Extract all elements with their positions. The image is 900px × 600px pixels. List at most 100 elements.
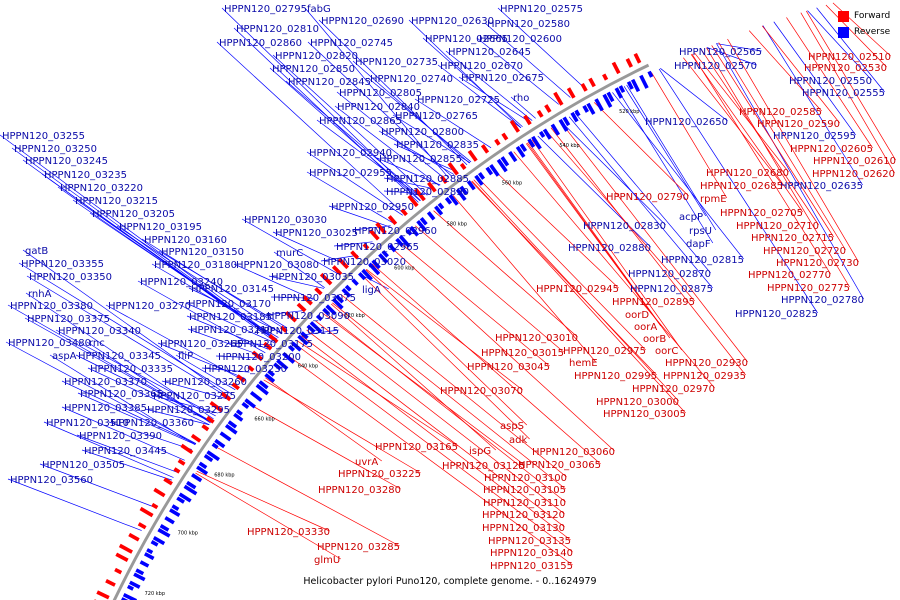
reverse-gene-block: [519, 143, 528, 153]
leader-line: [306, 171, 394, 224]
reverse-gene-block: [244, 398, 257, 409]
reverse-gene-block: [466, 180, 476, 191]
leader-line: [294, 343, 573, 553]
leader-line: [718, 42, 846, 251]
reverse-gene-label: HPPN120_02780: [781, 295, 864, 306]
reverse-gene-block: [186, 480, 197, 490]
forward-gene-block: [314, 287, 323, 296]
kbp-tick-label: 620 kbp: [344, 313, 364, 319]
reverse-gene-label: HPPN120_03335: [90, 364, 173, 375]
forward-gene-block: [362, 242, 370, 250]
leader-line: [318, 19, 468, 166]
forward-gene-block: [501, 132, 509, 141]
reverse-gene-label: HPPN120_02635: [780, 181, 863, 192]
genome-caption: Helicobacter pylori Puno120, complete ge…: [303, 576, 597, 587]
kbp-tick-label: 520 kbp: [619, 109, 639, 115]
leader-line: [43, 421, 174, 478]
reverse-gene-label: HPPN120_03480: [8, 338, 91, 349]
leader-line: [216, 41, 405, 215]
reverse-gene-block: [129, 580, 141, 589]
reverse-gene-block: [143, 552, 155, 561]
leader-line: [805, 10, 896, 161]
forward-gene-block: [284, 310, 298, 323]
reverse-gene-block: [371, 259, 381, 270]
reverse-gene-label: HPPN120_03270: [108, 301, 191, 312]
reverse-gene-block: [594, 98, 604, 112]
reverse-gene-label: HPPN120_02675: [461, 73, 544, 84]
leader-line: [371, 263, 601, 465]
reverse-gene-label: HPPN120_03380: [10, 301, 93, 312]
reverse-gene-label: HPPN120_03245: [25, 156, 108, 167]
reverse-gene-label: HPPN120_02690: [321, 16, 404, 27]
forward-gene-label: HPPN120_03005: [603, 409, 686, 420]
kbp-tick-label: 540 kbp: [559, 143, 579, 149]
leader-line: [694, 52, 789, 173]
legend-forward-label: Forward: [854, 11, 891, 21]
leader-line: [24, 317, 212, 423]
leader-line: [5, 341, 197, 444]
reverse-gene-block: [618, 85, 626, 94]
reverse-gene-block: [409, 225, 420, 237]
forward-gene-label: HPPN120_02790: [606, 192, 689, 203]
forward-gene-label: HPPN120_02995: [574, 371, 657, 382]
kbp-tick-label: 560 kbp: [502, 180, 522, 186]
reverse-gene-label: HPPN120_03510: [46, 418, 129, 429]
leader-line: [484, 22, 571, 98]
reverse-gene-block: [500, 156, 510, 167]
leader-line: [161, 380, 229, 400]
forward-gene-label: HPPN120_02680: [706, 168, 789, 179]
reverse-gene-block: [315, 314, 323, 322]
reverse-gene-block: [219, 431, 232, 442]
leader-line: [626, 84, 717, 231]
forward-gene-block: [350, 250, 360, 260]
reverse-gene-label: HPPN120_03230: [204, 364, 287, 375]
forward-gene-block: [494, 138, 501, 146]
leader-line: [525, 143, 653, 315]
leader-line: [320, 254, 358, 262]
leader-line: [215, 355, 261, 359]
reverse-gene-label: HPPN120_03240: [140, 277, 223, 288]
forward-gene-block: [137, 522, 147, 530]
reverse-gene-label: HPPN120_03030: [244, 215, 327, 226]
reverse-gene-label: HPPN120_03340: [58, 326, 141, 337]
leader-line: [49, 354, 196, 446]
reverse-gene-block: [135, 568, 145, 576]
leader-line: [773, 21, 856, 136]
forward-gene-block: [251, 350, 264, 362]
forward-gene-label: HPPN120_02970: [632, 384, 715, 395]
reverse-gene-label: HPPN120_02865: [319, 116, 402, 127]
reverse-gene-block: [255, 383, 269, 396]
reverse-gene-label: HPPN120_02840: [337, 102, 420, 113]
leader-line: [301, 335, 571, 541]
leader-line: [476, 37, 559, 105]
reverse-gene-block: [378, 253, 389, 264]
forward-gene-label: ispG: [469, 446, 491, 457]
leader-line: [306, 329, 565, 528]
reverse-gene-block: [178, 492, 192, 503]
leader-line: [86, 341, 211, 424]
reverse-gene-label: HPPN120_02740: [370, 74, 453, 85]
reverse-gene-label: HPPN120_02665: [425, 34, 508, 45]
leader-line: [108, 421, 193, 450]
forward-gene-block: [553, 91, 564, 106]
leader-line: [188, 287, 283, 334]
reverse-gene-label: HPPN120_02880: [568, 243, 651, 254]
reverse-gene-block: [214, 438, 226, 449]
forward-gene-block: [151, 502, 159, 510]
leader-line: [366, 268, 523, 391]
leader-line: [332, 302, 566, 490]
reverse-gene-block: [531, 135, 542, 150]
reverse-gene-block: [606, 91, 615, 103]
reverse-gene-block: [368, 262, 381, 276]
reverse-gene-block: [586, 102, 596, 115]
leader-line: [328, 205, 390, 228]
leader-line: [800, 12, 895, 174]
leader-line: [0, 134, 278, 340]
reverse-gene-block: [398, 234, 411, 248]
reverse-gene-label: HPPN120_02960: [354, 226, 437, 237]
reverse-gene-block: [357, 271, 367, 281]
legend-forward: Forward: [838, 8, 890, 24]
reverse-gene-block: [291, 341, 302, 352]
reverse-gene-label: HPPN120_03360: [111, 418, 194, 429]
reverse-gene-label: HPPN120_02580: [487, 19, 570, 30]
